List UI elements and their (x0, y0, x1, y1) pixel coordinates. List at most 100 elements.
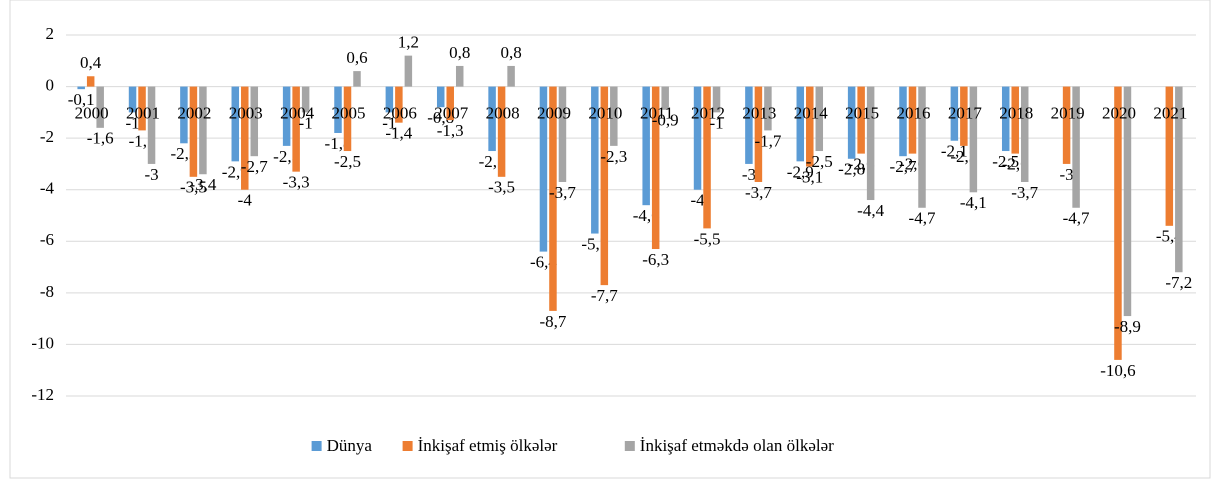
bar (642, 86, 650, 206)
bar (1114, 86, 1122, 360)
bar (86, 76, 95, 87)
bar (899, 86, 907, 157)
legend-label: İnkişaf etmiş ölkələr (418, 436, 558, 455)
data-label: -3,5 (180, 178, 207, 197)
bar (950, 86, 959, 141)
data-label: -0,9 (652, 111, 679, 130)
data-label: -1,7 (754, 131, 781, 150)
bar (866, 86, 875, 201)
bar (343, 86, 352, 152)
x-tick-label: 2006 (383, 103, 417, 122)
data-label: -3 (144, 165, 158, 184)
bar (96, 86, 104, 128)
bar (138, 86, 146, 131)
bar (180, 86, 188, 144)
bar (189, 86, 198, 177)
x-tick-label: 2018 (999, 103, 1033, 122)
bar (960, 86, 968, 146)
bar (77, 86, 85, 90)
data-label: -4,1 (960, 193, 987, 212)
x-tick-label: 2017 (948, 103, 983, 122)
bar (282, 86, 291, 146)
bar (661, 86, 669, 110)
x-tick-label: 2005 (332, 103, 366, 122)
x-tick-label: 2004 (280, 103, 315, 122)
x-tick-label: 2013 (742, 103, 776, 122)
x-tick-label: 2003 (229, 103, 263, 122)
x-tick-label: 2007 (434, 103, 469, 122)
bar (610, 86, 618, 146)
bar (497, 86, 506, 177)
x-tick-label: 2001 (126, 103, 160, 122)
bar (918, 86, 926, 208)
data-label: -2,5 (334, 152, 361, 171)
legend-label: Dünya (327, 436, 373, 455)
data-label: -10,6 (1100, 361, 1135, 380)
x-tick-label: 2010 (588, 103, 622, 122)
bar (703, 86, 711, 229)
y-tick-label: -4 (40, 179, 55, 198)
x-tick-label: 2016 (897, 103, 931, 122)
y-tick-label: -6 (40, 230, 54, 249)
bar (754, 86, 763, 182)
x-tick-label: 2008 (486, 103, 520, 122)
x-tick-label: 2015 (845, 103, 879, 122)
data-label: -6,3 (642, 250, 669, 269)
data-label: -7,7 (591, 286, 618, 305)
bar (558, 86, 567, 182)
bar (301, 86, 310, 113)
data-label: -7,2 (1165, 273, 1192, 292)
data-label: -3,7 (549, 183, 576, 202)
bar (1011, 86, 1019, 154)
bar (1072, 86, 1080, 208)
data-label: -2,5 (806, 152, 833, 171)
data-label: -5,5 (694, 229, 721, 248)
bar (292, 86, 300, 172)
data-label: -3,3 (283, 173, 310, 192)
y-tick-label: -2 (40, 127, 54, 146)
bar (385, 86, 394, 113)
bar (488, 86, 496, 152)
bar (199, 86, 207, 175)
bar (250, 86, 259, 157)
bar (1123, 86, 1132, 317)
bar (857, 86, 865, 154)
y-tick-label: -8 (40, 282, 54, 301)
bar (241, 86, 249, 190)
data-label: -1 (299, 113, 313, 132)
data-label: -2,8 (838, 160, 865, 179)
bar (147, 86, 156, 164)
bar (600, 86, 609, 286)
data-label: -3,1 (796, 167, 823, 186)
data-label: -3 (742, 165, 756, 184)
bar (969, 86, 978, 193)
x-tick-label: 2019 (1051, 103, 1085, 122)
data-label: -1,6 (87, 129, 114, 148)
data-label: -1 (382, 113, 396, 132)
data-label: 0,6 (346, 48, 367, 67)
y-tick-label: 0 (46, 75, 55, 94)
y-tick-label: 2 (46, 24, 55, 43)
bar (764, 86, 772, 131)
bar (404, 55, 413, 87)
legend-swatch (624, 441, 635, 451)
bar (796, 86, 805, 162)
x-tick-label: 2009 (537, 103, 571, 122)
bar (712, 86, 721, 113)
data-label: -4,7 (1063, 209, 1090, 228)
data-label: -8,9 (1114, 317, 1141, 336)
x-tick-label: 2014 (794, 103, 829, 122)
data-label: -2,1 (941, 142, 968, 161)
bar (908, 86, 917, 154)
bar (806, 86, 814, 167)
data-label: -4,4 (857, 201, 884, 220)
data-label: -4,7 (909, 209, 936, 228)
bar (815, 86, 824, 152)
chart-border (9, 0, 1211, 479)
data-label: 0,8 (449, 43, 470, 62)
bar (1175, 86, 1183, 273)
data-label: 0,8 (500, 43, 521, 62)
bar (1020, 86, 1029, 182)
bar (651, 86, 660, 250)
bar (507, 65, 515, 87)
